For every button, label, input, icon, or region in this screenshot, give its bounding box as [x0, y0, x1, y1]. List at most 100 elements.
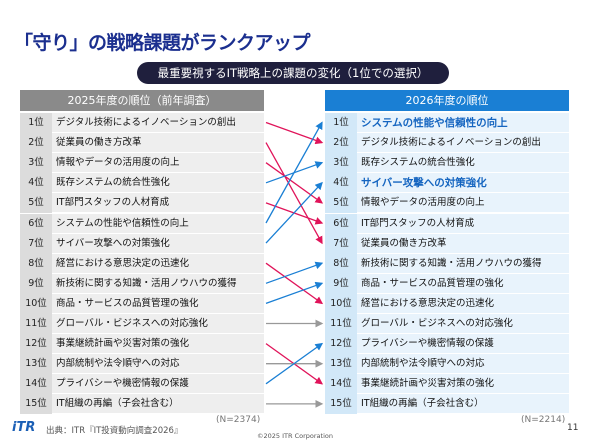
- issue-label: 従業員の働き方改革: [361, 237, 447, 249]
- rank-number: 8位: [325, 253, 357, 274]
- rank-number: 6位: [325, 213, 357, 234]
- issue-label: 既存システムの統合性強化: [56, 177, 170, 189]
- left-rank-row: 13位 内部統制や法令順守への対応: [20, 354, 264, 375]
- right-rank-row: 7位 従業員の働き方改革: [325, 233, 569, 254]
- left-rank-row: 12位 事業継続計画や災害対策の強化: [20, 334, 264, 355]
- left-rank-row: 6位 システムの性能や信頼性の向上: [20, 213, 264, 234]
- issue-label: 内部統制や法令順守への対応: [361, 358, 485, 370]
- issue-label: 経営における意思決定の迅速化: [56, 257, 190, 269]
- right-rank-row: 5位 情報やデータの活用度の向上: [325, 193, 569, 214]
- issue-label: 商品・サービスの品質管理の強化: [361, 277, 504, 289]
- rank-number: 10位: [20, 293, 52, 314]
- rank-number: 12位: [325, 334, 357, 355]
- rank-change-arrow: [265, 142, 323, 245]
- left-sample-size: (N=2374): [216, 415, 261, 425]
- issue-label: 商品・サービスの品質管理の強化: [56, 297, 199, 309]
- right-rank-row: 2位 デジタル技術によるイノベーションの創出: [325, 133, 569, 154]
- right-rank-row: 14位 事業継続計画や災害対策の強化: [325, 374, 569, 395]
- issue-label: 従業員の働き方改革: [56, 137, 142, 149]
- left-rank-row: 9位 新技術に関する知識・活用ノウハウの獲得: [20, 273, 264, 294]
- issue-label: 既存システムの統合性強化: [361, 157, 475, 169]
- right-rank-row: 1位 システムの性能や信頼性の向上: [325, 113, 569, 133]
- issue-label: 内部統制や法令順守への対応: [56, 358, 180, 370]
- rank-change-arrow: [265, 261, 324, 284]
- issue-label: プライバシーや機密情報の保護: [56, 378, 189, 390]
- page-title: 「守り」の戦略課題がランクアップ: [14, 32, 311, 54]
- left-rank-row: 8位 経営における意思決定の迅速化: [20, 253, 264, 274]
- issue-label: サイバー攻撃への対策強化: [56, 237, 170, 249]
- left-rank-row: 5位 IT部門スタッフの人材育成: [20, 193, 264, 214]
- rank-number: 6位: [20, 213, 52, 234]
- right-rank-row: 9位 商品・サービスの品質管理の強化: [325, 273, 569, 294]
- chart-subtitle: 最重要視するIT戦略上の課題の変化（1位での選択）: [137, 62, 449, 84]
- rank-number: 9位: [20, 273, 52, 294]
- right-rank-row: 13位 内部統制や法令順守への対応: [325, 354, 569, 375]
- rank-number: 7位: [20, 233, 52, 254]
- issue-label: システムの性能や信頼性の向上: [56, 217, 189, 229]
- issue-label: デジタル技術によるイノベーションの創出: [361, 137, 541, 149]
- rank-change-arrow: [265, 121, 324, 145]
- issue-label: サイバー攻撃への対策強化: [361, 177, 487, 190]
- rank-number: 4位: [20, 173, 52, 194]
- rank-change-arrow: [265, 262, 324, 305]
- left-rank-row: 2位 従業員の働き方改革: [20, 133, 264, 154]
- issue-label: IT組織の再編（子会社含む）: [56, 398, 179, 410]
- rank-number: 15位: [325, 394, 357, 415]
- rank-change-arrow: [265, 342, 324, 385]
- rank-number: 14位: [325, 374, 357, 395]
- rank-number: 11位: [325, 314, 357, 334]
- rank-number: 2位: [20, 133, 52, 154]
- right-rank-row: 3位 既存システムの統合性強化: [325, 153, 569, 174]
- right-rank-row: 6位 IT部門スタッフの人材育成: [325, 213, 569, 234]
- right-rank-row: 12位 プライバシーや機密情報の保護: [325, 334, 569, 355]
- rank-number: 1位: [20, 113, 52, 133]
- issue-label: グローバル・ビジネスへの対応強化: [361, 318, 513, 329]
- rank-number: 3位: [20, 153, 52, 174]
- source-note: 出典：ITR『IT投資動向調査2026』: [46, 426, 183, 436]
- rank-change-arrow: [265, 121, 323, 224]
- rank-change-arrow: [265, 162, 324, 204]
- left-rank-row: 1位 デジタル技術によるイノベーションの創出: [20, 113, 264, 133]
- right-rank-row: 11位 グローバル・ビジネスへの対応強化: [325, 314, 569, 334]
- right-rank-row: 10位 経営における意思決定の迅速化: [325, 293, 569, 314]
- issue-label: 情報やデータの活用度の向上: [56, 157, 180, 169]
- rank-number: 13位: [325, 354, 357, 375]
- rank-number: 11位: [20, 314, 52, 334]
- page-number: 11: [567, 423, 579, 433]
- left-rank-row: 14位 プライバシーや機密情報の保護: [20, 374, 264, 395]
- itr-logo: iTR: [12, 420, 36, 435]
- right-rank-row: 15位 IT組織の再編（子会社含む）: [325, 394, 569, 415]
- rank-number: 13位: [20, 354, 52, 375]
- issue-label: システムの性能や信頼性の向上: [361, 117, 508, 129]
- rank-number: 10位: [325, 293, 357, 314]
- right-sample-size: (N=2214): [521, 415, 566, 425]
- issue-label: IT組織の再編（子会社含む）: [361, 398, 484, 410]
- rank-change-arrow: [265, 281, 324, 305]
- rank-number: 12位: [20, 334, 52, 355]
- left-rank-row: 3位 情報やデータの活用度の向上: [20, 153, 264, 174]
- rank-number: 14位: [20, 374, 52, 395]
- left-rank-row: 7位 サイバー攻撃への対策強化: [20, 233, 264, 254]
- rank-number: 15位: [20, 394, 52, 415]
- issue-label: デジタル技術によるイノベーションの創出: [56, 117, 236, 128]
- issue-label: プライバシーや機密情報の保護: [361, 338, 494, 350]
- issue-label: 事業継続計画や災害対策の強化: [56, 338, 190, 350]
- right-rank-row: 8位 新技術に関する知識・活用ノウハウの獲得: [325, 253, 569, 274]
- left-column-header: 2025年度の順位（前年調査）: [20, 90, 264, 111]
- rank-number: 2位: [325, 133, 357, 154]
- right-column-header: 2026年度の順位: [325, 90, 569, 111]
- rank-number: 4位: [325, 173, 357, 194]
- rank-number: 8位: [20, 253, 52, 274]
- rank-number: 5位: [20, 193, 52, 214]
- issue-label: 新技術に関する知識・活用ノウハウの獲得: [361, 257, 542, 269]
- left-rank-row: 11位 グローバル・ビジネスへの対応強化: [20, 314, 264, 334]
- rank-number: 5位: [325, 193, 357, 214]
- right-rank-row: 4位 サイバー攻撃への対策強化: [325, 173, 569, 194]
- rank-change-arrow: [265, 181, 323, 244]
- left-rank-row: 15位 IT組織の再編（子会社含む）: [20, 394, 264, 415]
- issue-label: 新技術に関する知識・活用ノウハウの獲得: [56, 277, 237, 289]
- issue-label: 情報やデータの活用度の向上: [361, 197, 485, 209]
- issue-label: IT部門スタッフの人材育成: [361, 217, 475, 229]
- rank-number: 7位: [325, 233, 357, 254]
